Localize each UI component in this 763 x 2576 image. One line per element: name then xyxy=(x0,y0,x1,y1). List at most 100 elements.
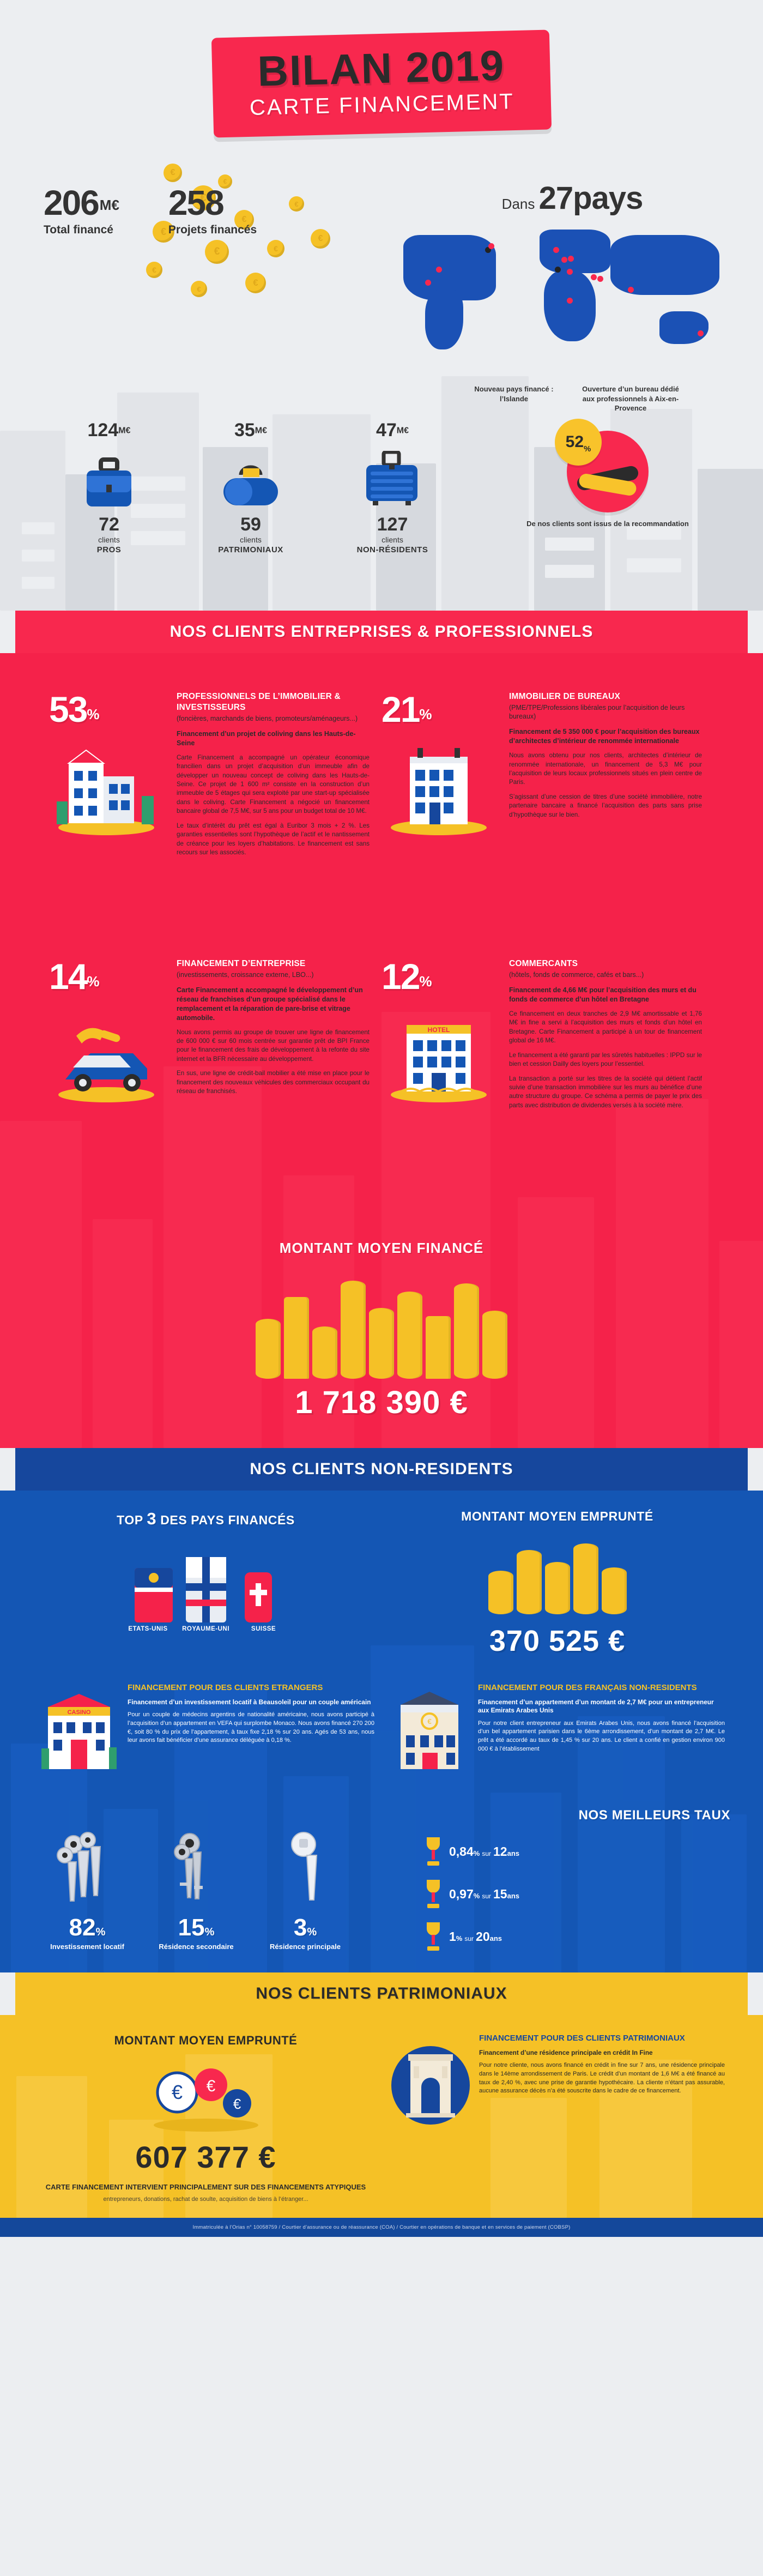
category-amount: 124 xyxy=(87,420,119,441)
pro-block-entreprise: 14% FINANCEMENT D’E xyxy=(49,958,382,1226)
keys-bunch-icon xyxy=(33,1826,142,1908)
page-title: BILAN 2019 xyxy=(257,41,506,95)
hero-title-banner: BILAN 2019 CARTE FINANCEMENT xyxy=(211,29,552,138)
usage-percent: 3 xyxy=(293,1914,307,1941)
top-countries-and-average: TOP 3 DES PAYS FINANCÉS ETATS xyxy=(0,1491,763,1658)
category-label: clients xyxy=(240,535,262,544)
percent-symbol: % xyxy=(87,705,99,722)
section-header-label: NOS CLIENTS PATRIMONIAUX xyxy=(256,1984,507,2002)
percent-symbol: % xyxy=(473,1891,480,1900)
hero-stats-row: 206M€ Total financé 258 Projets financés xyxy=(0,185,763,237)
block-body2: S’agissant d’une cession de titres d’une… xyxy=(509,793,702,818)
map-note: Nouveau pays financé : l’Islande xyxy=(474,385,554,403)
country-label: ETATS-UNIS xyxy=(128,1626,168,1632)
avg-financed-label: MONTANT MOYEN FINANCÉ xyxy=(279,1240,484,1256)
single-key-icon xyxy=(251,1826,360,1908)
patri-average-block: MONTANT MOYEN EMPRUNTÉ € € € 607 377 € C… xyxy=(38,2034,373,2204)
client-categories-row: 124M€ 72 clients PROS 35M€ 59 clients PATR… xyxy=(0,420,763,555)
block-body: Carte Financement a accompagné un opérat… xyxy=(177,753,370,815)
trophy-icon xyxy=(425,1837,441,1866)
category-client-count: 72 xyxy=(99,514,119,535)
best-rates-block: NOS MEILLEURS TAUX 0,84% sur 12ans 0,97% su… xyxy=(360,1808,730,1951)
patri-note-small: entrepreneurs, donations, rachat de soul… xyxy=(103,2195,308,2203)
case-francais-non-residents: € FINANCEMENT POUR DES FRANÇAIS NON-RESI… xyxy=(389,1683,725,1778)
coins-stack-icon xyxy=(390,1533,725,1614)
block-title: PROFESSIONNELS DE L’IMMOBILIER & INVESTI… xyxy=(177,692,341,712)
usage-investissement-locatif: 82% Investissement locatif xyxy=(33,1826,142,1951)
category-type: PROS xyxy=(96,545,122,554)
flag-swiss-icon xyxy=(235,1568,282,1622)
patri-case-title: FINANCEMENT POUR DES CLIENTS PATRIMONIAU… xyxy=(479,2034,685,2043)
percent-symbol: % xyxy=(204,1926,215,1938)
countries-prefix: Dans xyxy=(501,196,535,212)
rate-sur: sur xyxy=(464,1934,474,1942)
case-clients-etrangers: CASINO FINANCEMENT POUR DES CLIENTS ETRA… xyxy=(38,1683,374,1778)
recommendation-text: De nos clients sont issus de la recomman… xyxy=(526,520,689,528)
casino-building-icon: CASINO xyxy=(38,1683,120,1778)
block-title: COMMERCANTS xyxy=(509,959,578,968)
flag-uk-icon xyxy=(183,1553,229,1622)
pro-blocks-grid: 53% xyxy=(0,669,763,1226)
rate-row: 1% sur 20ans xyxy=(376,1922,730,1951)
case-title: FINANCEMENT POUR DES CLIENTS ETRANGERS xyxy=(128,1683,323,1692)
percent-symbol: % xyxy=(87,973,99,990)
svg-text:€: € xyxy=(233,2096,241,2112)
section-header-label: NOS CLIENTS NON-RESIDENTS xyxy=(250,1460,513,1478)
svg-text:CASINO: CASINO xyxy=(68,1709,91,1716)
world-map-icon xyxy=(403,219,741,382)
avg-financed-value: 1 718 390 € xyxy=(295,1385,468,1420)
recommendation-badge: 52% De nos clients sont issus de la reco… xyxy=(518,419,698,529)
nonres-case-studies: CASINO FINANCEMENT POUR DES CLIENTS ETRA… xyxy=(0,1658,763,1778)
percent-symbol: % xyxy=(419,705,432,722)
old-keys-icon xyxy=(142,1826,251,1908)
euro-coins-icon: € € € xyxy=(38,2053,373,2135)
block-percent: 53 xyxy=(49,689,88,729)
avg-borrowed-value: 370 525 € xyxy=(489,1625,626,1657)
section-header-label: NOS CLIENTS ENTREPRISES & PROFESSIONNELS xyxy=(169,623,594,641)
block-lead: Financement de 5 350 000 € pour l’acquis… xyxy=(509,728,700,745)
coliving-building-icon xyxy=(49,736,164,840)
case-title: FINANCEMENT POUR DES FRANÇAIS NON-RESIDE… xyxy=(478,1683,697,1692)
percent-symbol: % xyxy=(456,1934,463,1942)
category-unit: M€ xyxy=(396,426,409,436)
category-unit: M€ xyxy=(118,426,131,436)
block-lead: Financement d’un projet de coliving dans… xyxy=(177,729,356,747)
section-header-non-residents: NOS CLIENTS NON-RESIDENTS xyxy=(15,1448,748,1491)
block-lead: Financement de 4,66 M€ pour l’acquisitio… xyxy=(509,986,697,1003)
usage-percent: 15 xyxy=(178,1914,205,1941)
block-subtitle: (foncières, marchands de biens, promoteu… xyxy=(177,714,358,722)
stat-unit: M€ xyxy=(99,196,119,213)
hotel-icon: HOTEL xyxy=(382,1003,496,1107)
pro-block-bureaux: 21% xyxy=(382,691,714,958)
svg-text:€: € xyxy=(171,2081,182,2103)
map-notes: Nouveau pays financé : l’Islande Ouvertu… xyxy=(403,384,741,413)
rate-row: 0,97% sur 15ans xyxy=(376,1880,730,1908)
country-flags xyxy=(38,1541,373,1622)
block-body: Nous avons permis au groupe de trouver u… xyxy=(177,1028,370,1063)
section-header-entreprises: NOS CLIENTS ENTREPRISES & PROFESSIONNELS xyxy=(15,611,748,653)
stat-caption: Total financé xyxy=(44,224,113,236)
category-client-count: 59 xyxy=(240,514,261,535)
trophy-icon xyxy=(425,1922,441,1951)
percent-symbol: % xyxy=(307,1926,317,1938)
car-repair-icon xyxy=(49,1003,164,1107)
rate-unit: ans xyxy=(507,1891,519,1900)
flag-usa-icon xyxy=(130,1563,177,1622)
percent-symbol: % xyxy=(473,1849,480,1857)
block-title: IMMOBILIER DE BUREAUX xyxy=(509,692,620,701)
rate-years: 15 xyxy=(493,1886,507,1901)
case-body: Pour un couple de médecins argentins de … xyxy=(128,1711,374,1744)
percent-symbol: % xyxy=(584,444,591,454)
category-amount: 47 xyxy=(376,420,397,441)
rate-years: 20 xyxy=(476,1929,490,1944)
footer-text: Immatriculée à l’Orias n° 10058759 / Cou… xyxy=(192,2224,571,2230)
patrimoniaux-content: MONTANT MOYEN EMPRUNTÉ € € € 607 377 € C… xyxy=(0,2015,763,2204)
category-unit: M€ xyxy=(255,426,268,436)
patri-avg-value: 607 377 € xyxy=(135,2140,276,2174)
case-lead: Financement d’un investissement locatif … xyxy=(128,1698,371,1706)
top-label-suffix: DES PAYS FINANCÉS xyxy=(160,1513,295,1527)
usage-label: Investissement locatif xyxy=(50,1942,124,1951)
patri-case-body: Pour notre cliente, nous avons financé e… xyxy=(479,2062,725,2095)
hero-section: BILAN 2019 CARTE FINANCEMENT 206M€ Total… xyxy=(0,0,763,611)
trophy-icon xyxy=(425,1880,441,1908)
